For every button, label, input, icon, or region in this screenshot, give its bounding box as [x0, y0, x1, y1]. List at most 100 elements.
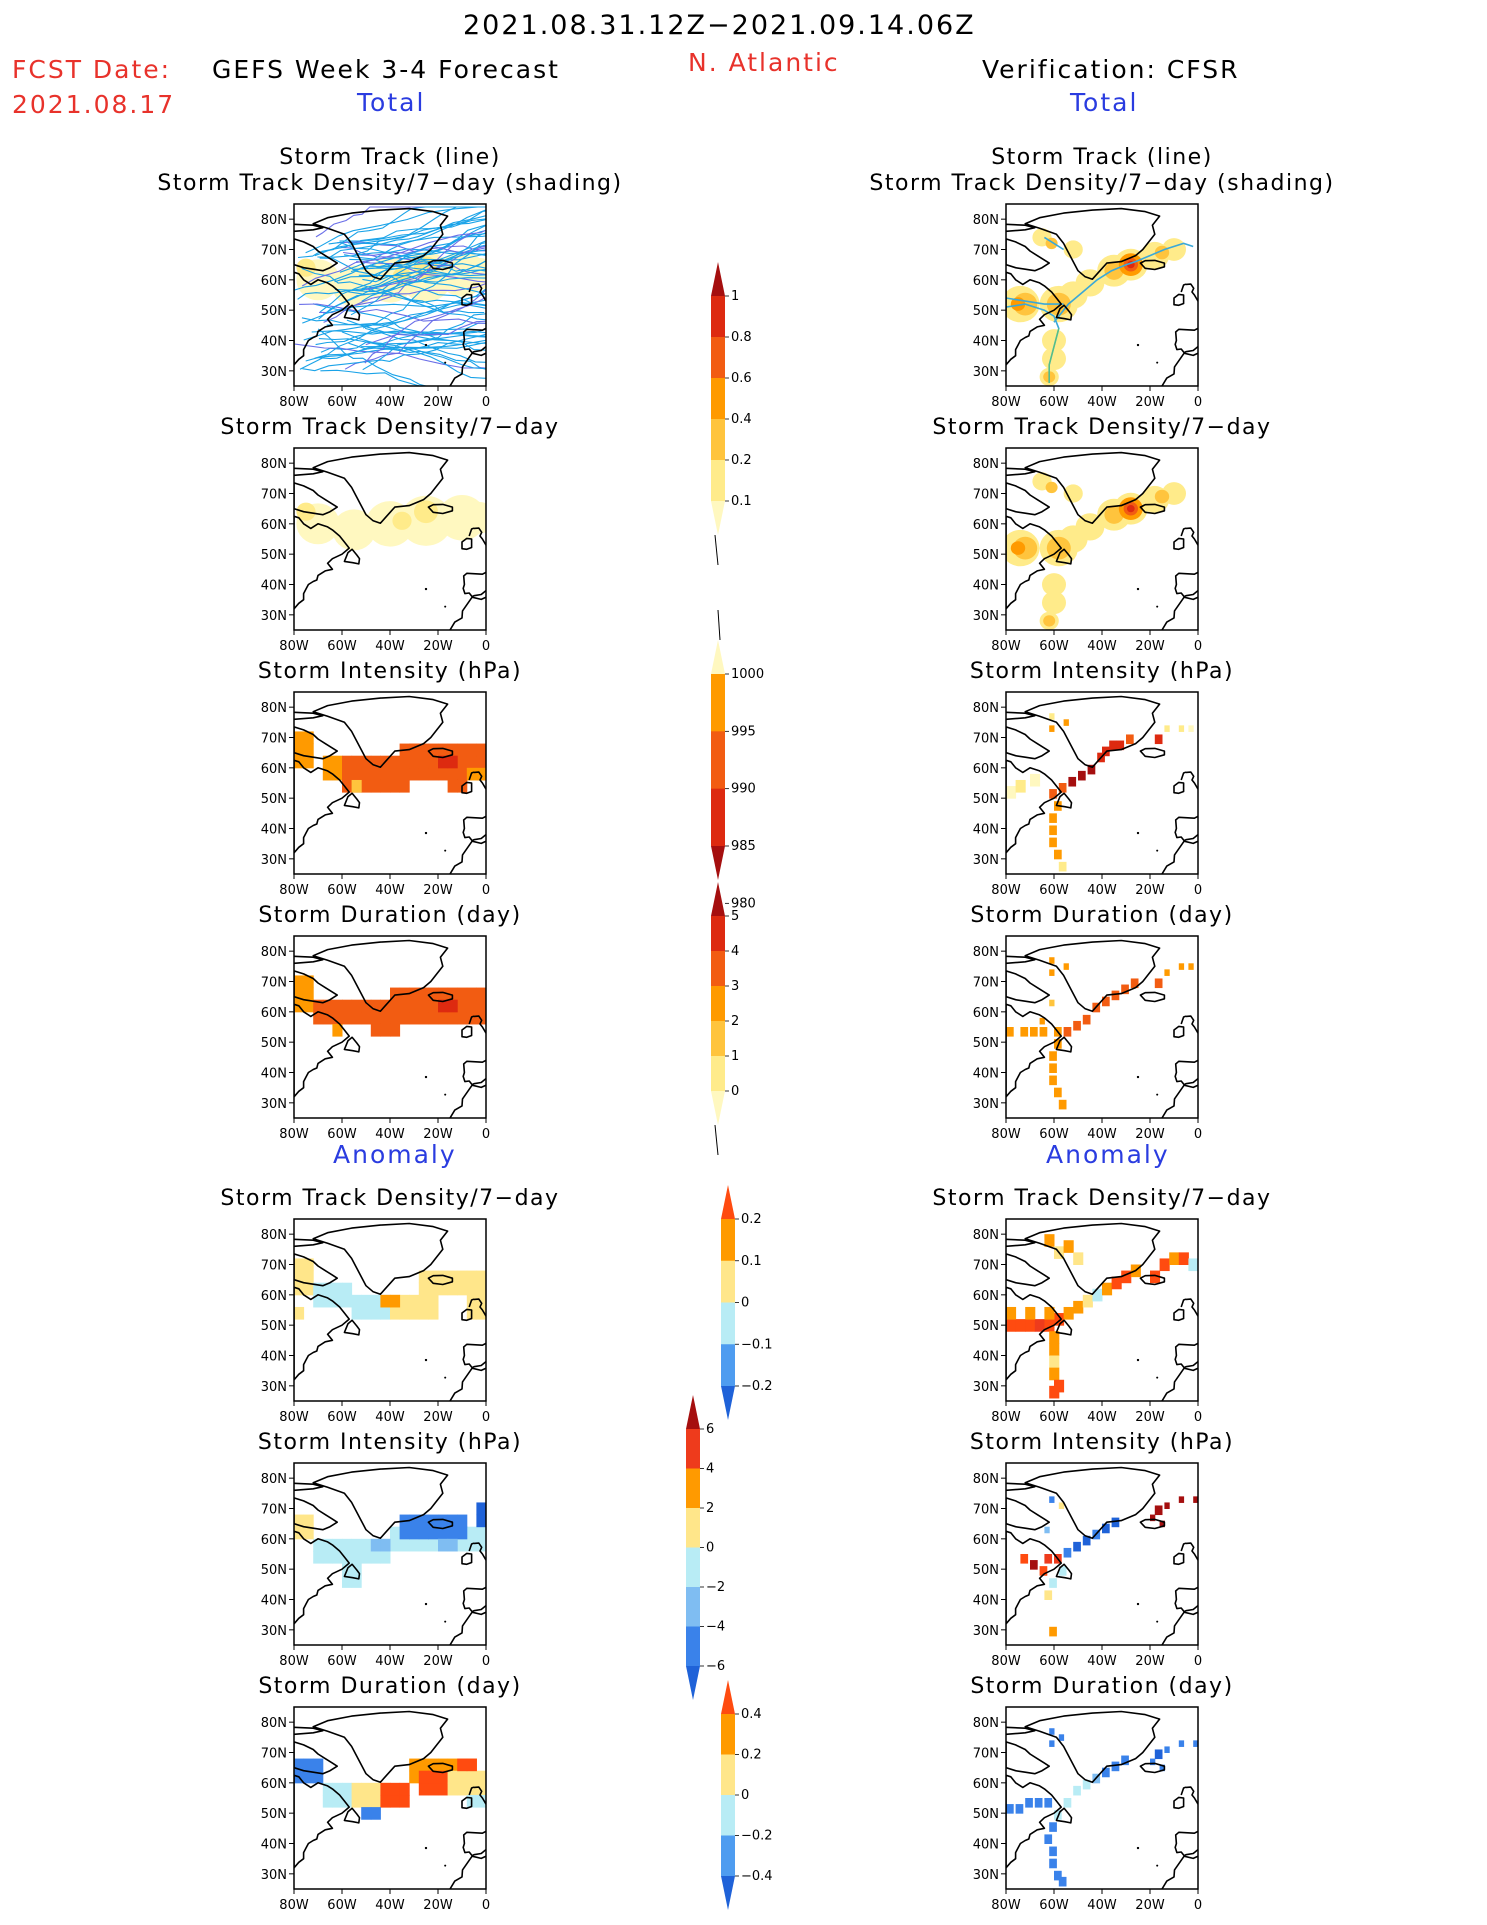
colorbar-segment [721, 1219, 735, 1262]
lat-tick-label: 30N [261, 853, 287, 868]
lon-tick-label: 20W [1135, 883, 1165, 898]
grid-cell [1178, 1740, 1185, 1747]
grid-cell [303, 999, 314, 1013]
lon-tick-label: 40W [1087, 883, 1117, 898]
grid-cell [380, 1550, 391, 1564]
grid-cell [447, 743, 458, 757]
lat-tick-label: 50N [973, 792, 999, 807]
grid-cell [1109, 740, 1117, 751]
lat-tick-label: 70N [261, 244, 287, 259]
grid-cell [342, 1538, 353, 1552]
colorbar-segment [711, 337, 725, 379]
lat-tick-label: 80N [973, 1228, 999, 1243]
grid-cell [418, 1282, 429, 1296]
colorbar-tick-label: 0.2 [741, 1212, 762, 1227]
colorbar-anomaly-intensity: 6 4 2 0 −2 −4 −6 [686, 1395, 725, 1700]
grid-cell [303, 987, 314, 1001]
colorbar-tick-label: 1000 [731, 667, 764, 682]
grid-cell [466, 1270, 477, 1284]
grid-cell [342, 1282, 353, 1296]
grid-cell [418, 1294, 429, 1308]
density-blob [1042, 573, 1066, 596]
grid-cell [1082, 1294, 1093, 1308]
grid-cell [438, 999, 449, 1013]
lat-tick-label: 50N [973, 1563, 999, 1578]
grid-cell [370, 1538, 381, 1552]
grid-cell [361, 1807, 372, 1820]
fcst-date-value: 2021.08.17 [12, 90, 176, 119]
grid-cell [361, 779, 372, 793]
grid-cell [313, 1282, 324, 1296]
storm-track-line [317, 328, 429, 386]
storm-track-line [1043, 236, 1065, 251]
storm-track-line [341, 331, 486, 379]
grid-cell [1063, 1306, 1074, 1320]
grid-cell [438, 1282, 449, 1296]
storm-track-line [317, 248, 486, 258]
colorbar-segment [711, 916, 725, 952]
lon-tick-label: 80W [991, 1127, 1021, 1142]
lon-tick-label: 80W [279, 1127, 309, 1142]
grid-cell [1102, 996, 1110, 1007]
grid-cell [1188, 1258, 1198, 1272]
grid-cell [313, 999, 324, 1013]
colorbar-tick-label: 2 [706, 1501, 714, 1516]
grid-cell [1154, 1505, 1163, 1516]
grid-cell [418, 1306, 429, 1320]
density-blob [1045, 481, 1058, 494]
grid-cell [447, 999, 458, 1013]
grid-cell [1030, 773, 1041, 787]
lon-tick-label: 20W [423, 1410, 453, 1425]
grid-cell [1049, 837, 1057, 848]
lon-tick-label: 60W [1039, 639, 1069, 654]
grid-cell [428, 1282, 439, 1296]
lat-tick-label: 70N [973, 488, 999, 503]
grid-cell [303, 755, 314, 769]
colorbar-segment [711, 788, 725, 847]
grid-cell [1102, 1523, 1110, 1534]
colorbar-tick-label: −4 [706, 1620, 725, 1635]
grid-cell [1063, 1240, 1074, 1253]
lat-tick-label: 30N [261, 1624, 287, 1639]
grid-cell [351, 1294, 362, 1308]
density-blob [1154, 489, 1170, 504]
lat-tick-label: 60N [973, 1533, 999, 1548]
lat-tick-label: 80N [261, 1716, 287, 1731]
grid-cell [1159, 1764, 1165, 1772]
lon-tick-label: 80W [279, 395, 309, 410]
grid-cell [361, 1794, 372, 1808]
grid-cell [332, 755, 343, 769]
grid-cell [476, 1538, 486, 1552]
grid-cell [1006, 1319, 1017, 1332]
colorbar-tick-label: 4 [731, 944, 739, 959]
grid-cell [1150, 1514, 1156, 1522]
colorbar-tick-label: −0.2 [741, 1379, 773, 1394]
lat-tick-label: 80N [261, 457, 287, 472]
lat-tick-label: 30N [973, 1380, 999, 1395]
lon-tick-label: 0 [482, 883, 490, 898]
grid-cell [399, 779, 410, 793]
grid-cell [476, 1514, 486, 1528]
grid-cell [1049, 1822, 1057, 1832]
lon-tick-label: 80W [279, 1654, 309, 1669]
lon-tick-label: 40W [1087, 395, 1117, 410]
grid-cell [399, 1526, 410, 1540]
grid-cell [322, 1294, 333, 1308]
panel-title: Storm Duration (day) [970, 1674, 1233, 1699]
grid-cell [294, 1258, 305, 1272]
grid-cell [466, 743, 477, 757]
colorbar-segment [711, 1021, 725, 1057]
lat-tick-label: 80N [261, 1472, 287, 1487]
grid-cell [447, 1758, 458, 1772]
lat-tick-label: 40N [973, 1350, 999, 1365]
density-blob [462, 501, 486, 534]
storm-track-line [302, 240, 486, 324]
grid-cell [428, 1538, 439, 1552]
lon-tick-label: 60W [327, 639, 357, 654]
grid-cell [409, 1526, 420, 1540]
grid-cell [313, 1011, 324, 1025]
map-frame [1005, 1462, 1199, 1646]
grid-cell [380, 767, 391, 781]
lat-tick-label: 30N [973, 1097, 999, 1112]
lon-tick-label: 60W [1039, 395, 1069, 410]
